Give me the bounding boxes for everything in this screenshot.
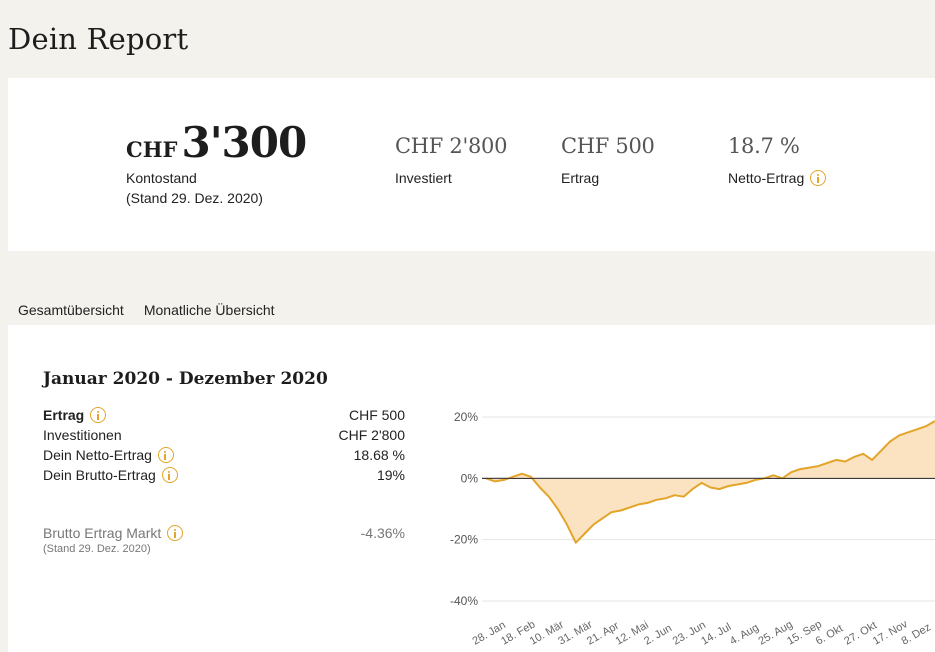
metric-name: Ertrag (43, 407, 85, 423)
period-title: Januar 2020 - Dezember 2020 (43, 369, 328, 389)
metric-name: Investitionen (43, 427, 122, 443)
metric-row-ertrag: Ertrag CHF 500 (43, 405, 405, 425)
y-tick-label: -20% (450, 533, 478, 547)
invested-label: Investiert (395, 170, 452, 186)
balance-date: (Stand 29. Dez. 2020) (126, 190, 263, 206)
market-value: -4.36% (360, 525, 405, 541)
y-tick-label: -40% (450, 594, 478, 608)
summary-card: CHF 3'300 Kontostand (Stand 29. Dez. 202… (8, 78, 935, 251)
info-icon[interactable] (90, 407, 107, 423)
info-icon[interactable] (157, 447, 174, 463)
market-return: Brutto Ertrag Markt -4.36% (Stand 29. De… (43, 525, 405, 555)
metric-name: Dein Brutto-Ertrag (43, 467, 156, 483)
balance-block: CHF 3'300 Kontostand (Stand 29. Dez. 202… (126, 118, 307, 208)
metric-name: Dein Netto-Ertrag (43, 447, 152, 463)
detail-card: Januar 2020 - Dezember 2020 Ertrag CHF 5… (8, 325, 935, 652)
page-title: Dein Report (8, 22, 189, 56)
balance-currency: CHF (126, 137, 178, 162)
invested-kpi: CHF 2'800 Investiert (395, 134, 507, 186)
metric-row-investitionen: Investitionen CHF 2'800 (43, 425, 405, 445)
x-tick-label: 4. Aug (728, 622, 761, 648)
series-line (485, 420, 935, 544)
return-label: Ertrag (561, 170, 600, 186)
invested-value: CHF 2'800 (395, 134, 508, 158)
performance-chart: 20% 0% -20% -40% 28. Jan 18. Feb 10. Mär 31. Mä… (438, 395, 935, 652)
return-kpi: CHF 500 Ertrag (561, 134, 655, 186)
market-name: Brutto Ertrag Markt (43, 525, 162, 541)
metrics-list: Ertrag CHF 500 Investitionen CHF 2'800 D… (43, 405, 405, 485)
info-icon[interactable] (810, 170, 827, 186)
metric-value: CHF 2'800 (338, 427, 405, 443)
net-return-label: Netto-Ertrag (728, 170, 805, 186)
net-return-value: 18.7 % (728, 134, 800, 158)
balance-amount: 3'300 (181, 118, 307, 167)
return-value: CHF 500 (561, 134, 655, 158)
metric-value: 18.68 % (353, 447, 405, 463)
series-area (486, 421, 935, 543)
market-date: (Stand 29. Dez. 2020) (43, 543, 151, 555)
y-tick-label: 20% (454, 410, 478, 424)
metric-row-brutto-ertrag: Dein Brutto-Ertrag 19% (43, 465, 405, 485)
info-icon[interactable] (161, 467, 178, 483)
net-return-kpi: 18.7 % Netto-Ertrag (728, 134, 827, 186)
metric-value: 19% (376, 467, 405, 483)
metric-value: CHF 500 (348, 407, 405, 423)
y-tick-label: 0% (461, 471, 479, 485)
balance-label: Kontostand (126, 170, 197, 186)
tab-monatliche-uebersicht[interactable]: Monatliche Übersicht (143, 302, 275, 318)
metric-row-netto-ertrag: Dein Netto-Ertrag 18.68 % (43, 445, 405, 465)
info-icon[interactable] (167, 525, 184, 541)
